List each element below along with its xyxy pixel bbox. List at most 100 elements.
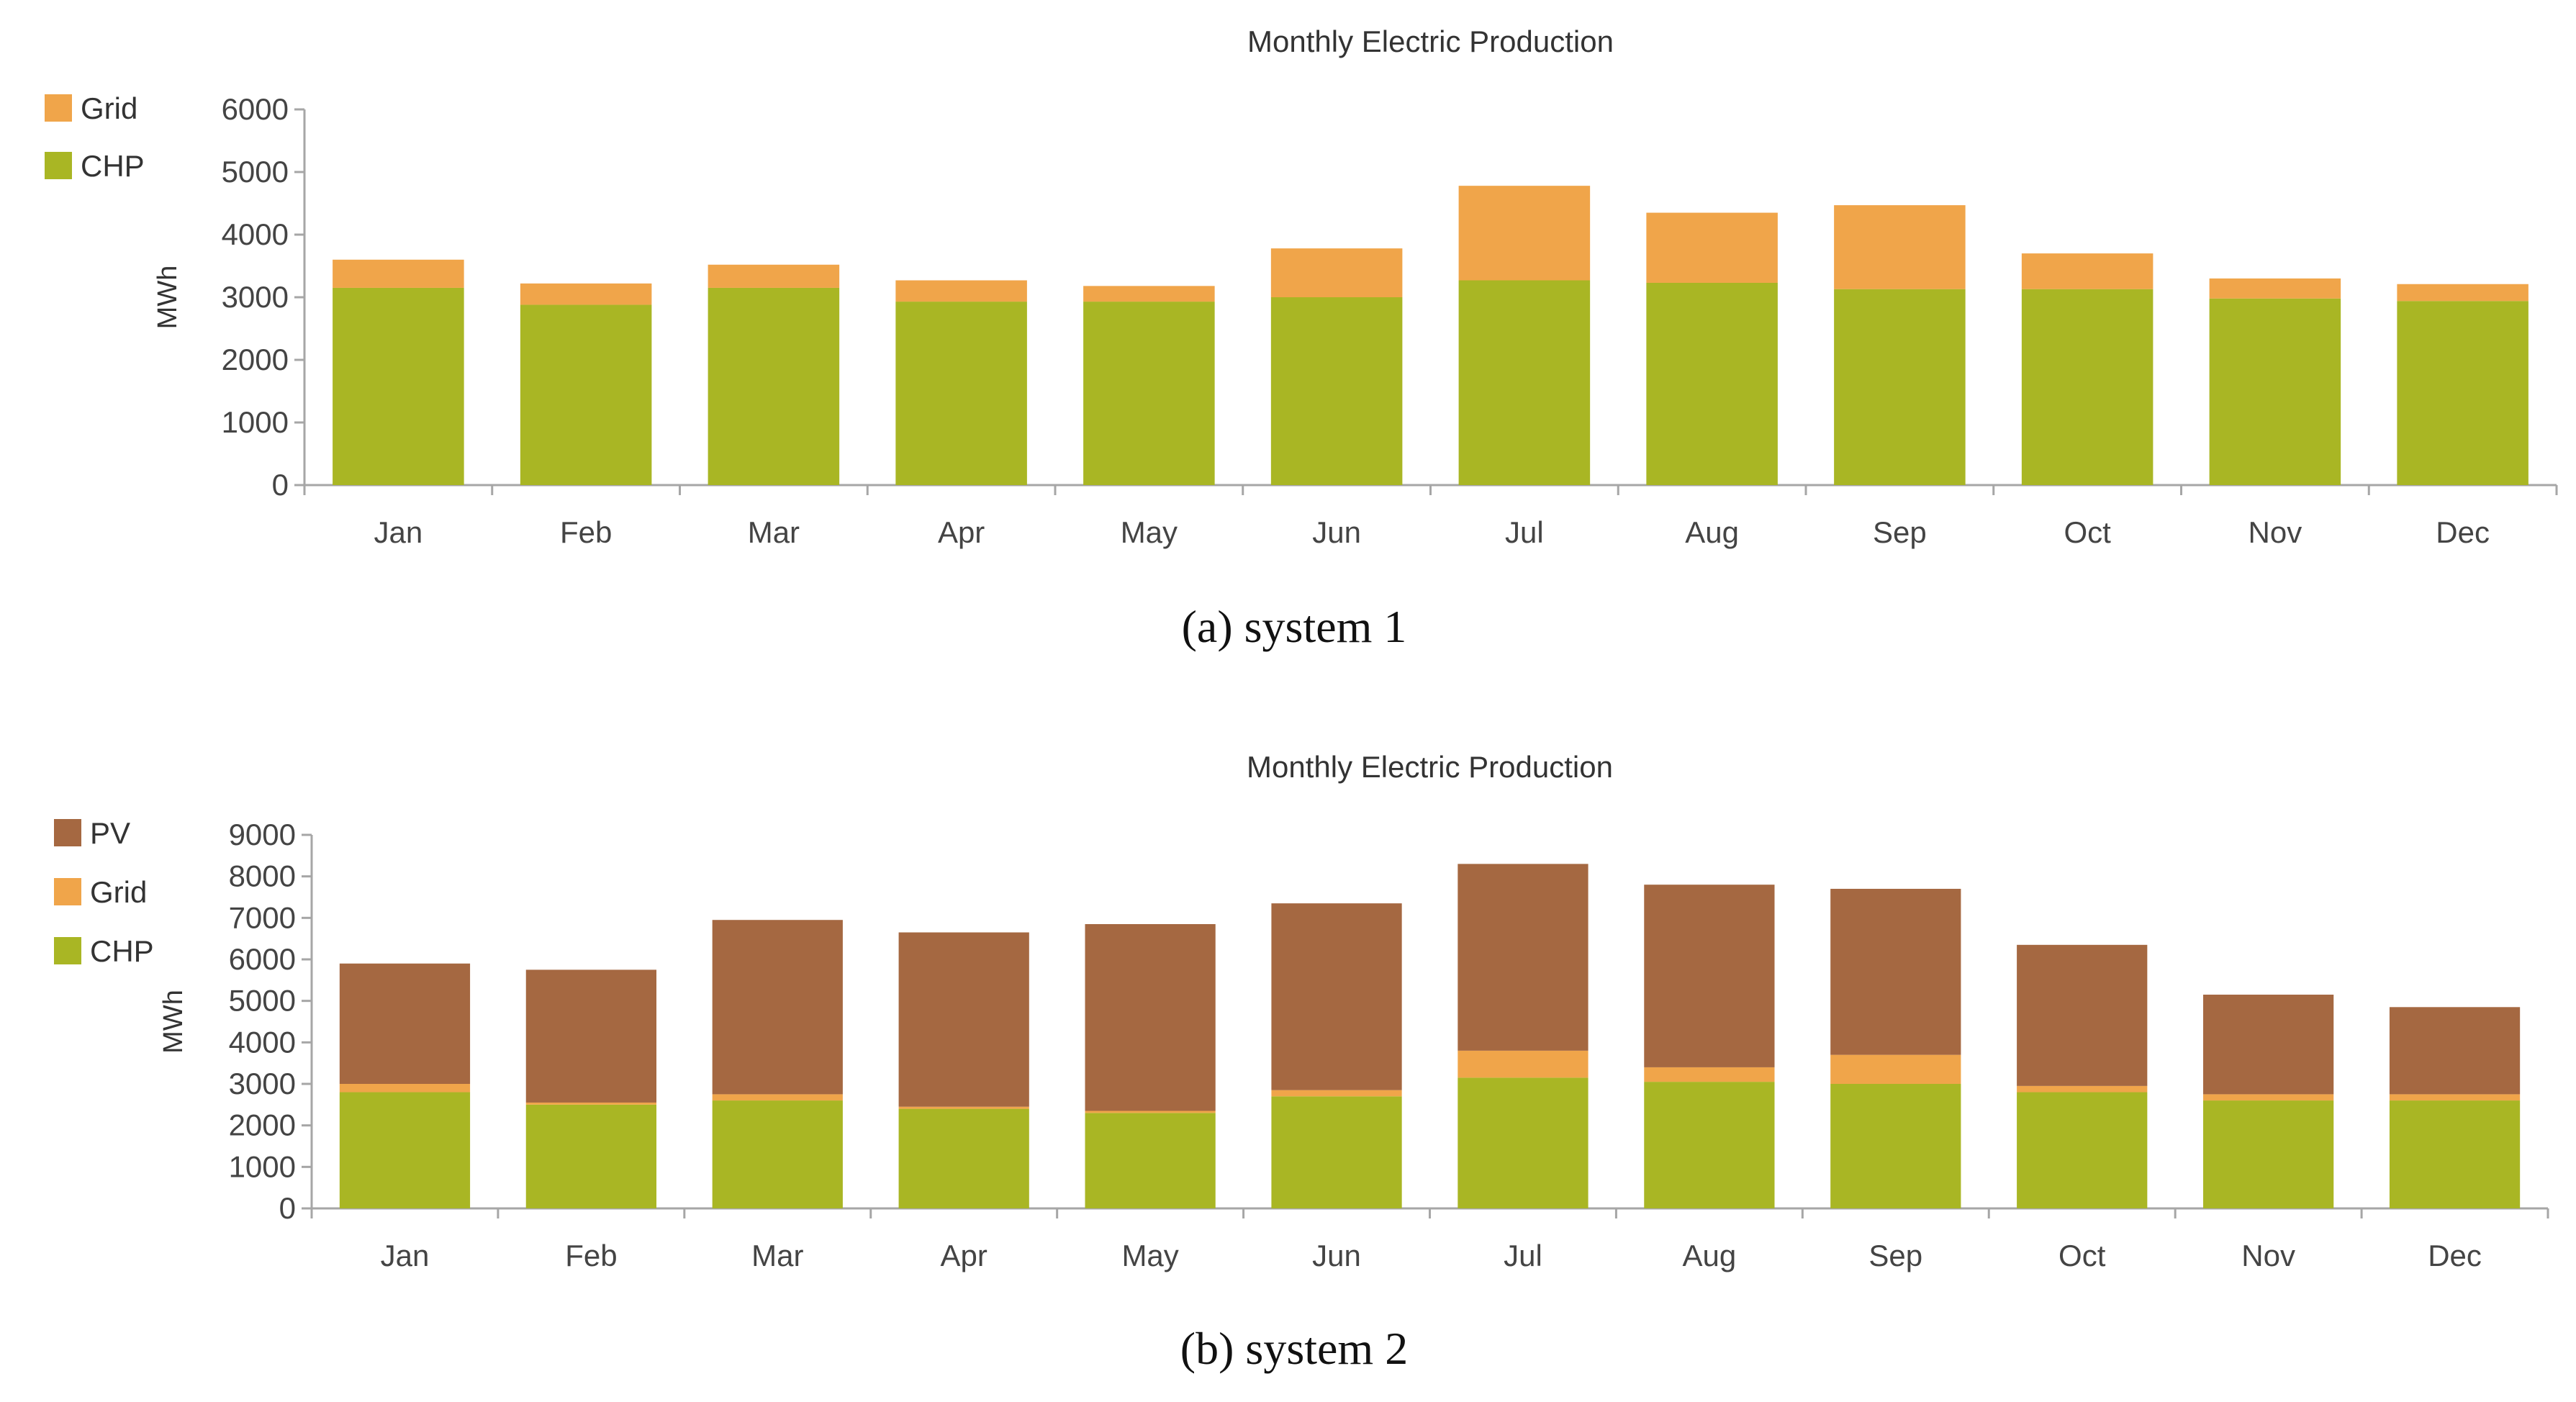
bar-grid-nov: [2209, 278, 2341, 299]
legend-swatch-pv: [54, 819, 81, 846]
bar-grid-jan: [333, 259, 464, 288]
bar-chp-sep: [1830, 1084, 1961, 1208]
bar-grid-nov: [2203, 1094, 2334, 1101]
x-tick-label: Apr: [938, 515, 985, 549]
bar-grid-may: [1083, 286, 1215, 302]
bar-grid-jan: [339, 1084, 471, 1093]
bar-grid-jun: [1271, 1090, 1402, 1097]
bar-grid-apr: [895, 280, 1027, 302]
bar-grid-jun: [1270, 248, 1403, 297]
bar-grid-mar: [712, 1094, 843, 1101]
bar-chp-dec: [2397, 301, 2528, 485]
bar-chp-jan: [339, 1092, 471, 1208]
y-tick-label: 1000: [229, 1149, 296, 1183]
y-axis-label: MWh: [158, 990, 189, 1054]
legend-label-grid: Grid: [90, 875, 147, 909]
bar-chp-nov: [2203, 1100, 2334, 1208]
bar-chp-may: [1083, 302, 1215, 485]
bar-chp-oct: [2021, 289, 2154, 485]
x-tick-label: Jul: [1504, 1239, 1542, 1272]
bar-chp-jun: [1271, 1096, 1402, 1208]
y-axis-label: MWh: [153, 266, 183, 330]
x-tick-label: Mar: [748, 515, 800, 549]
legend-label-chp: CHP: [81, 149, 145, 183]
bar-pv-oct: [2017, 944, 2148, 1086]
bar-chp-feb: [525, 1104, 656, 1208]
bar-grid-apr: [898, 1106, 1029, 1109]
y-tick-label: 6000: [229, 942, 296, 976]
x-tick-label: Nov: [2249, 515, 2302, 549]
y-tick-label: 3000: [229, 1067, 296, 1100]
chart-title: Monthly Electric Production: [1247, 750, 1613, 784]
bar-chp-apr: [898, 1108, 1029, 1208]
legend-label-grid: Grid: [81, 91, 137, 125]
x-tick-label: May: [1121, 1239, 1178, 1272]
legend-swatch-chp: [45, 152, 72, 179]
y-tick-label: 1000: [222, 405, 289, 439]
bar-pv-jan: [339, 963, 471, 1084]
bar-chp-jan: [333, 287, 464, 485]
legend-label-chp: CHP: [90, 934, 154, 968]
y-tick-label: 3000: [222, 280, 289, 314]
bar-pv-may: [1085, 923, 1216, 1111]
bar-grid-dec: [2397, 284, 2528, 302]
x-tick-label: May: [1121, 515, 1178, 549]
bar-pv-nov: [2203, 995, 2334, 1095]
bar-pv-mar: [712, 920, 843, 1095]
bar-chp-sep: [1834, 289, 1966, 485]
bar-chp-may: [1085, 1113, 1216, 1208]
bar-pv-sep: [1830, 888, 1961, 1055]
x-tick-label: Nov: [2241, 1239, 2295, 1272]
chart-title: Monthly Electric Production: [1247, 24, 1614, 58]
x-tick-label: Jan: [381, 1239, 430, 1272]
legend-swatch-chp: [54, 937, 81, 964]
bar-chp-nov: [2209, 298, 2341, 485]
bar-chp-oct: [2017, 1092, 2148, 1208]
bar-chp-aug: [1644, 1082, 1775, 1208]
bar-chp-aug: [1646, 282, 1778, 485]
bar-chp-mar: [708, 287, 840, 485]
bar-grid-dec: [2389, 1094, 2521, 1101]
bar-grid-may: [1085, 1111, 1216, 1113]
bar-pv-jun: [1271, 903, 1402, 1090]
x-tick-label: Mar: [751, 1239, 803, 1272]
x-tick-label: Jul: [1505, 515, 1544, 549]
legend-label-pv: PV: [90, 816, 130, 850]
bar-grid-oct: [2017, 1085, 2148, 1093]
bar-grid-aug: [1644, 1067, 1775, 1082]
y-tick-label: 7000: [229, 900, 296, 934]
figure-caption: (a) system 1: [1182, 601, 1407, 652]
bar-grid-jul: [1458, 186, 1591, 281]
x-tick-label: Dec: [2428, 1239, 2482, 1272]
bar-grid-sep: [1830, 1054, 1961, 1084]
bar-grid-jul: [1458, 1050, 1588, 1078]
x-tick-label: Aug: [1685, 515, 1739, 549]
y-tick-label: 6000: [222, 92, 289, 126]
bar-grid-sep: [1834, 205, 1966, 289]
bar-pv-aug: [1644, 885, 1775, 1067]
y-tick-label: 0: [272, 468, 289, 502]
chart-system-1: Monthly Electric Production 0 1000 2000 3000…: [45, 24, 2558, 652]
bar-chp-jul: [1458, 280, 1591, 485]
bar-chp-feb: [520, 304, 652, 485]
x-tick-label: Jan: [374, 515, 423, 549]
y-tick-label: 2000: [229, 1108, 296, 1142]
y-tick-label: 0: [279, 1191, 296, 1225]
bar-chp-jul: [1458, 1077, 1588, 1208]
bar-grid-oct: [2021, 253, 2154, 289]
x-tick-label: Oct: [2058, 1239, 2106, 1272]
legend-swatch-grid: [45, 94, 72, 122]
y-tick-label: 8000: [229, 859, 296, 893]
x-tick-label: Apr: [941, 1239, 988, 1272]
bar-pv-jul: [1458, 864, 1588, 1051]
bar-pv-apr: [898, 932, 1029, 1107]
legend-swatch-grid: [54, 878, 81, 905]
bar-grid-feb: [525, 1102, 656, 1105]
bar-grid-feb: [520, 283, 652, 305]
bar-chp-apr: [895, 302, 1027, 485]
y-tick-label: 9000: [229, 818, 296, 851]
x-tick-label: Dec: [2436, 515, 2490, 549]
bar-chp-dec: [2389, 1100, 2521, 1208]
y-tick-label: 4000: [222, 217, 289, 251]
